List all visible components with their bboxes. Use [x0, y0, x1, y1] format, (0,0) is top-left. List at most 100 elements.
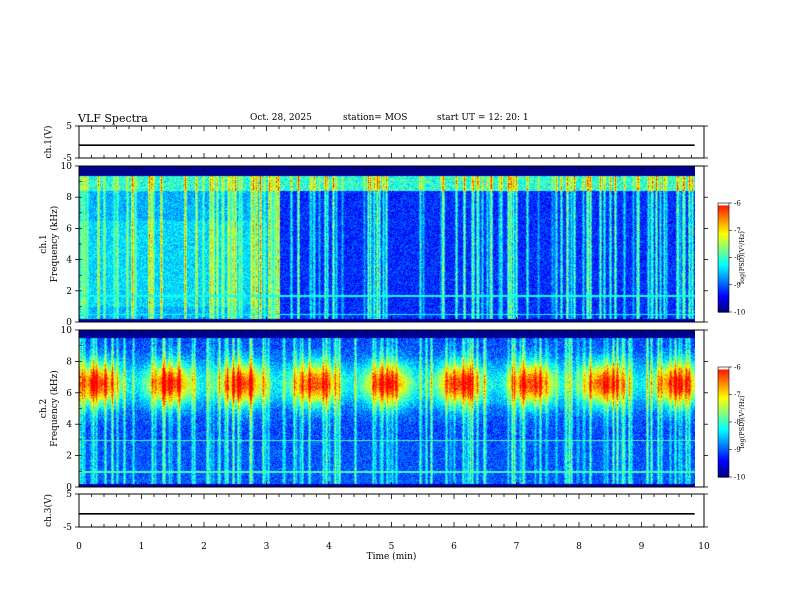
ch2-spectrogram-image [79, 330, 695, 487]
ch1-spectrogram-colorbar-tick-label: -7 [734, 227, 741, 235]
x-axis-label: Time (min) [367, 551, 417, 562]
ch1-spectrogram-colorbar-cell [718, 289, 729, 293]
ch1-spectrogram-colorbar-cell [718, 282, 729, 285]
x-tick-label: 6 [451, 542, 457, 552]
ch2-spectrogram-colorbar-cell [718, 475, 729, 478]
ch1-spectrogram-colorbar-cell [718, 234, 729, 237]
ch2-spectrogram-colorbar-cell [718, 428, 729, 431]
ch1-spectrogram-colorbar-cell [718, 212, 729, 215]
ch2-spectrogram-colorbar-cell [718, 411, 729, 415]
ch1-spectrogram-colorbar-cell [718, 228, 729, 232]
ch2-spectrogram-colorbar-cell [718, 415, 729, 418]
ch2-spectrogram-colorbar-tick-label: -7 [734, 391, 741, 399]
ch1-spectrogram-colorbar-cell [718, 308, 729, 311]
ch2-spectrogram-colorbar-cell [718, 463, 729, 467]
ch1-spectrogram-ytick-label: 0 [66, 318, 72, 328]
x-tick-label: 8 [576, 542, 582, 552]
ch1-spectrogram-ytick-label: 10 [61, 162, 73, 172]
ch1-spectrogram-colorbar-cell [718, 247, 729, 250]
ch1-spectrogram-colorbar-cell [718, 223, 729, 226]
ch2-spectrogram-colorbar-cell [718, 450, 729, 454]
ch1-spectrogram-ylabel: ch.1 [39, 234, 49, 253]
ch1-spectrogram-colorbar-cell [718, 306, 729, 309]
ch1-spectrogram-colorbar-cell [718, 269, 729, 272]
ch1-spectrogram-colorbar-cell [718, 227, 729, 230]
ch2-spectrogram-colorbar-cell [718, 435, 729, 439]
ch2-spectrogram-colorbar-cell [718, 441, 729, 445]
ch2-spectrogram-colorbar-cell [718, 394, 729, 398]
x-tick-label: 1 [139, 542, 145, 552]
ch2-spectrogram-colorbar-cell [718, 396, 729, 400]
ch2-spectrogram-colorbar-cell [718, 419, 729, 422]
ch2-spectrogram-colorbar-cell [718, 462, 729, 465]
ch2-spectrogram-colorbar-cell [718, 387, 729, 390]
ch2-spectrogram-colorbar-cell [718, 452, 729, 456]
ch1-spectrogram-ytick-label: 6 [66, 224, 72, 234]
ch1-spectrogram-colorbar-cell [718, 204, 729, 208]
ch2-spectrogram-ytick-label: 6 [66, 389, 72, 399]
ch1-spectrogram-colorbar-cell [718, 230, 729, 234]
ch2-spectrogram-ytick-label: 2 [66, 452, 72, 462]
ch2-spectrogram-colorbar-cell [718, 367, 729, 370]
ch1-spectrogram-ytick-label: 8 [66, 193, 72, 203]
ch2-spectrogram-colorbar-cell [718, 469, 729, 473]
ch1-spectrogram-colorbar-cell [718, 215, 729, 219]
ch1-spectrogram-colorbar-cell [718, 225, 729, 228]
ch2-spectrogram-colorbar-cell [718, 402, 729, 405]
ch2-spectrogram-colorbar-cell [718, 408, 729, 411]
ch1-spectrogram-colorbar-cell [718, 238, 729, 241]
ch3-voltage-ylabel: ch.3(V) [43, 494, 54, 527]
ch1-spectrogram-colorbar-cell [718, 295, 729, 298]
ch2-spectrogram-colorbar-cell [718, 434, 729, 437]
ch3-voltage-ytick-label: 5 [66, 490, 72, 500]
ch2-spectrogram-ytick-label: 0 [66, 483, 72, 493]
ch1-spectrogram-colorbar-tick-label: -9 [734, 281, 741, 289]
x-tick-label: 10 [698, 542, 710, 552]
ch2-spectrogram-colorbar-cell [718, 365, 729, 368]
ch2-spectrogram-colorbar-cell [718, 458, 729, 461]
ch1-spectrogram-colorbar-cell [718, 276, 729, 280]
ch2-spectrogram-colorbar-cell [718, 398, 729, 402]
ch2-spectrogram-ylabel: Frequency (kHz) [49, 370, 60, 447]
ch1-spectrogram-colorbar-cell [718, 263, 729, 267]
ch2-spectrogram-colorbar-cell [718, 447, 729, 450]
ch1-spectrogram-colorbar-cell [718, 214, 729, 217]
ch2-spectrogram-colorbar-cell [718, 439, 729, 443]
ch1-spectrogram-colorbar-cell [718, 252, 729, 256]
ch1-spectrogram-colorbar-cell [718, 293, 729, 296]
ch1-spectrogram-colorbar-cell [718, 221, 729, 224]
ch2-spectrogram-colorbar-cell [718, 381, 729, 385]
ch1-spectrogram-ylabel: Frequency (kHz) [49, 206, 60, 283]
ch1-spectrogram-image [79, 166, 695, 322]
ch2-spectrogram-ytick-label: 8 [66, 357, 72, 367]
ch2-spectrogram-colorbar-cell [718, 422, 729, 426]
ch2-spectrogram-colorbar-cell [718, 430, 729, 433]
ch1-spectrogram-colorbar-cell [718, 310, 729, 313]
ch2-spectrogram-colorbar-cell [718, 409, 729, 413]
ch2-spectrogram-colorbar-cell [718, 404, 729, 407]
x-tick-label: 9 [639, 542, 645, 552]
ch1-spectrogram-colorbar-cell [718, 286, 729, 289]
ch2-spectrogram-colorbar-cell [718, 417, 729, 420]
ch1-spectrogram-colorbar-cell [718, 232, 729, 236]
ch2-spectrogram-colorbar-tick-label: -9 [734, 446, 741, 454]
ch1-spectrogram-colorbar-cell [718, 258, 729, 261]
ch1-spectrogram-colorbar-cell [718, 278, 729, 282]
ch1-spectrogram-colorbar-cell [718, 243, 729, 247]
ch1-spectrogram-colorbar-cell [718, 280, 729, 284]
ch1-spectrogram-ytick-label: 4 [66, 256, 72, 266]
ch2-spectrogram-colorbar-cell [718, 432, 729, 435]
ch2-spectrogram-colorbar-cell [718, 465, 729, 469]
ch1-spectrogram-colorbar-tick-label: -6 [734, 200, 741, 208]
ch1-spectrogram-colorbar-cell [718, 251, 729, 254]
ch2-spectrogram-colorbar-cell [718, 389, 729, 392]
ch1-spectrogram-ytick-label: 2 [66, 287, 72, 297]
ch1-spectrogram-colorbar-cell [718, 201, 729, 204]
ch2-spectrogram-colorbar-cell [718, 456, 729, 459]
ch1-spectrogram-colorbar-cell [718, 265, 729, 269]
ch2-spectrogram-colorbar-cell [718, 443, 729, 446]
ch1-spectrogram-colorbar-cell [718, 254, 729, 258]
ch1-spectrogram-colorbar-cell [718, 210, 729, 213]
ch1-spectrogram-colorbar-cell [718, 260, 729, 263]
ch2-spectrogram-colorbar-cell [718, 406, 729, 409]
